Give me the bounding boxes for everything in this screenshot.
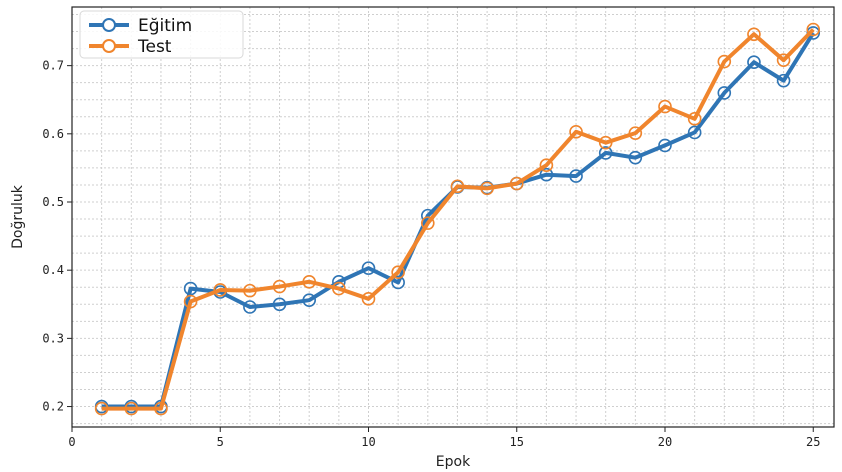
- data-point: [154, 401, 168, 416]
- data-point: [450, 179, 465, 194]
- x-tick-label: 15: [510, 435, 524, 449]
- y-tick-label: 0.2: [42, 400, 64, 414]
- data-point: [658, 99, 672, 114]
- axis-ticks: 0 5 10 15 20 25 0.2 0.3 0.4 0.5 0.6 0.7: [42, 59, 820, 449]
- data-point: [776, 53, 791, 67]
- data-point: [272, 297, 287, 312]
- data-point: [302, 274, 316, 289]
- series-2: [94, 22, 821, 416]
- data-point: [717, 54, 732, 69]
- data-point: [747, 27, 761, 42]
- data-point: [361, 261, 376, 275]
- data-point: [806, 22, 821, 37]
- y-tick-label: 0.4: [42, 263, 64, 277]
- y-tick-label: 0.7: [42, 59, 64, 73]
- data-point: [213, 283, 228, 297]
- data-point: [391, 275, 405, 290]
- legend-marker: [102, 18, 116, 32]
- data-point: [687, 112, 702, 126]
- legend-label: Test: [137, 37, 172, 57]
- data-point: [628, 126, 643, 140]
- data-point: [243, 300, 257, 314]
- x-tick-label: 20: [658, 435, 672, 449]
- data-point: [420, 216, 435, 230]
- data-point: [124, 401, 139, 416]
- data-point: [391, 265, 405, 280]
- data-point: [569, 124, 583, 139]
- x-tick-label: 10: [361, 435, 375, 449]
- data-point: [509, 176, 524, 191]
- data-point: [94, 401, 109, 416]
- data-point: [480, 181, 494, 196]
- data-point: [628, 150, 643, 165]
- data-point: [747, 55, 761, 70]
- data-point: [687, 125, 702, 140]
- y-tick-label: 0.5: [42, 195, 64, 209]
- data-point: [598, 135, 613, 150]
- data-point: [183, 294, 198, 309]
- data-point: [717, 86, 732, 100]
- legend-entry: Test: [89, 37, 172, 57]
- data-point: [243, 283, 257, 298]
- x-tick-label: 25: [806, 435, 820, 449]
- data-point: [539, 158, 554, 172]
- y-tick-label: 0.6: [42, 127, 64, 141]
- data-point: [776, 73, 791, 88]
- y-axis-label: Doğruluk: [10, 184, 26, 249]
- data-point: [539, 167, 554, 182]
- series-layer: [94, 22, 821, 416]
- x-axis-label: Epok: [436, 454, 471, 470]
- y-tick-label: 0.3: [42, 331, 64, 345]
- plot-frame: [71, 6, 835, 428]
- data-point: [569, 169, 583, 183]
- x-tick-label: 0: [68, 435, 75, 449]
- data-point: [658, 138, 672, 153]
- data-point: [332, 281, 346, 296]
- data-point: [598, 146, 613, 160]
- data-point: [272, 279, 287, 294]
- data-point: [302, 293, 316, 307]
- x-tick-label: 5: [217, 435, 224, 449]
- series-line: [101, 28, 815, 411]
- data-point: [361, 292, 376, 306]
- data-point: [183, 281, 198, 296]
- legend-label: Eğitim: [138, 16, 192, 36]
- legend-marker: [102, 39, 116, 53]
- legend-entry: Eğitim: [89, 16, 192, 36]
